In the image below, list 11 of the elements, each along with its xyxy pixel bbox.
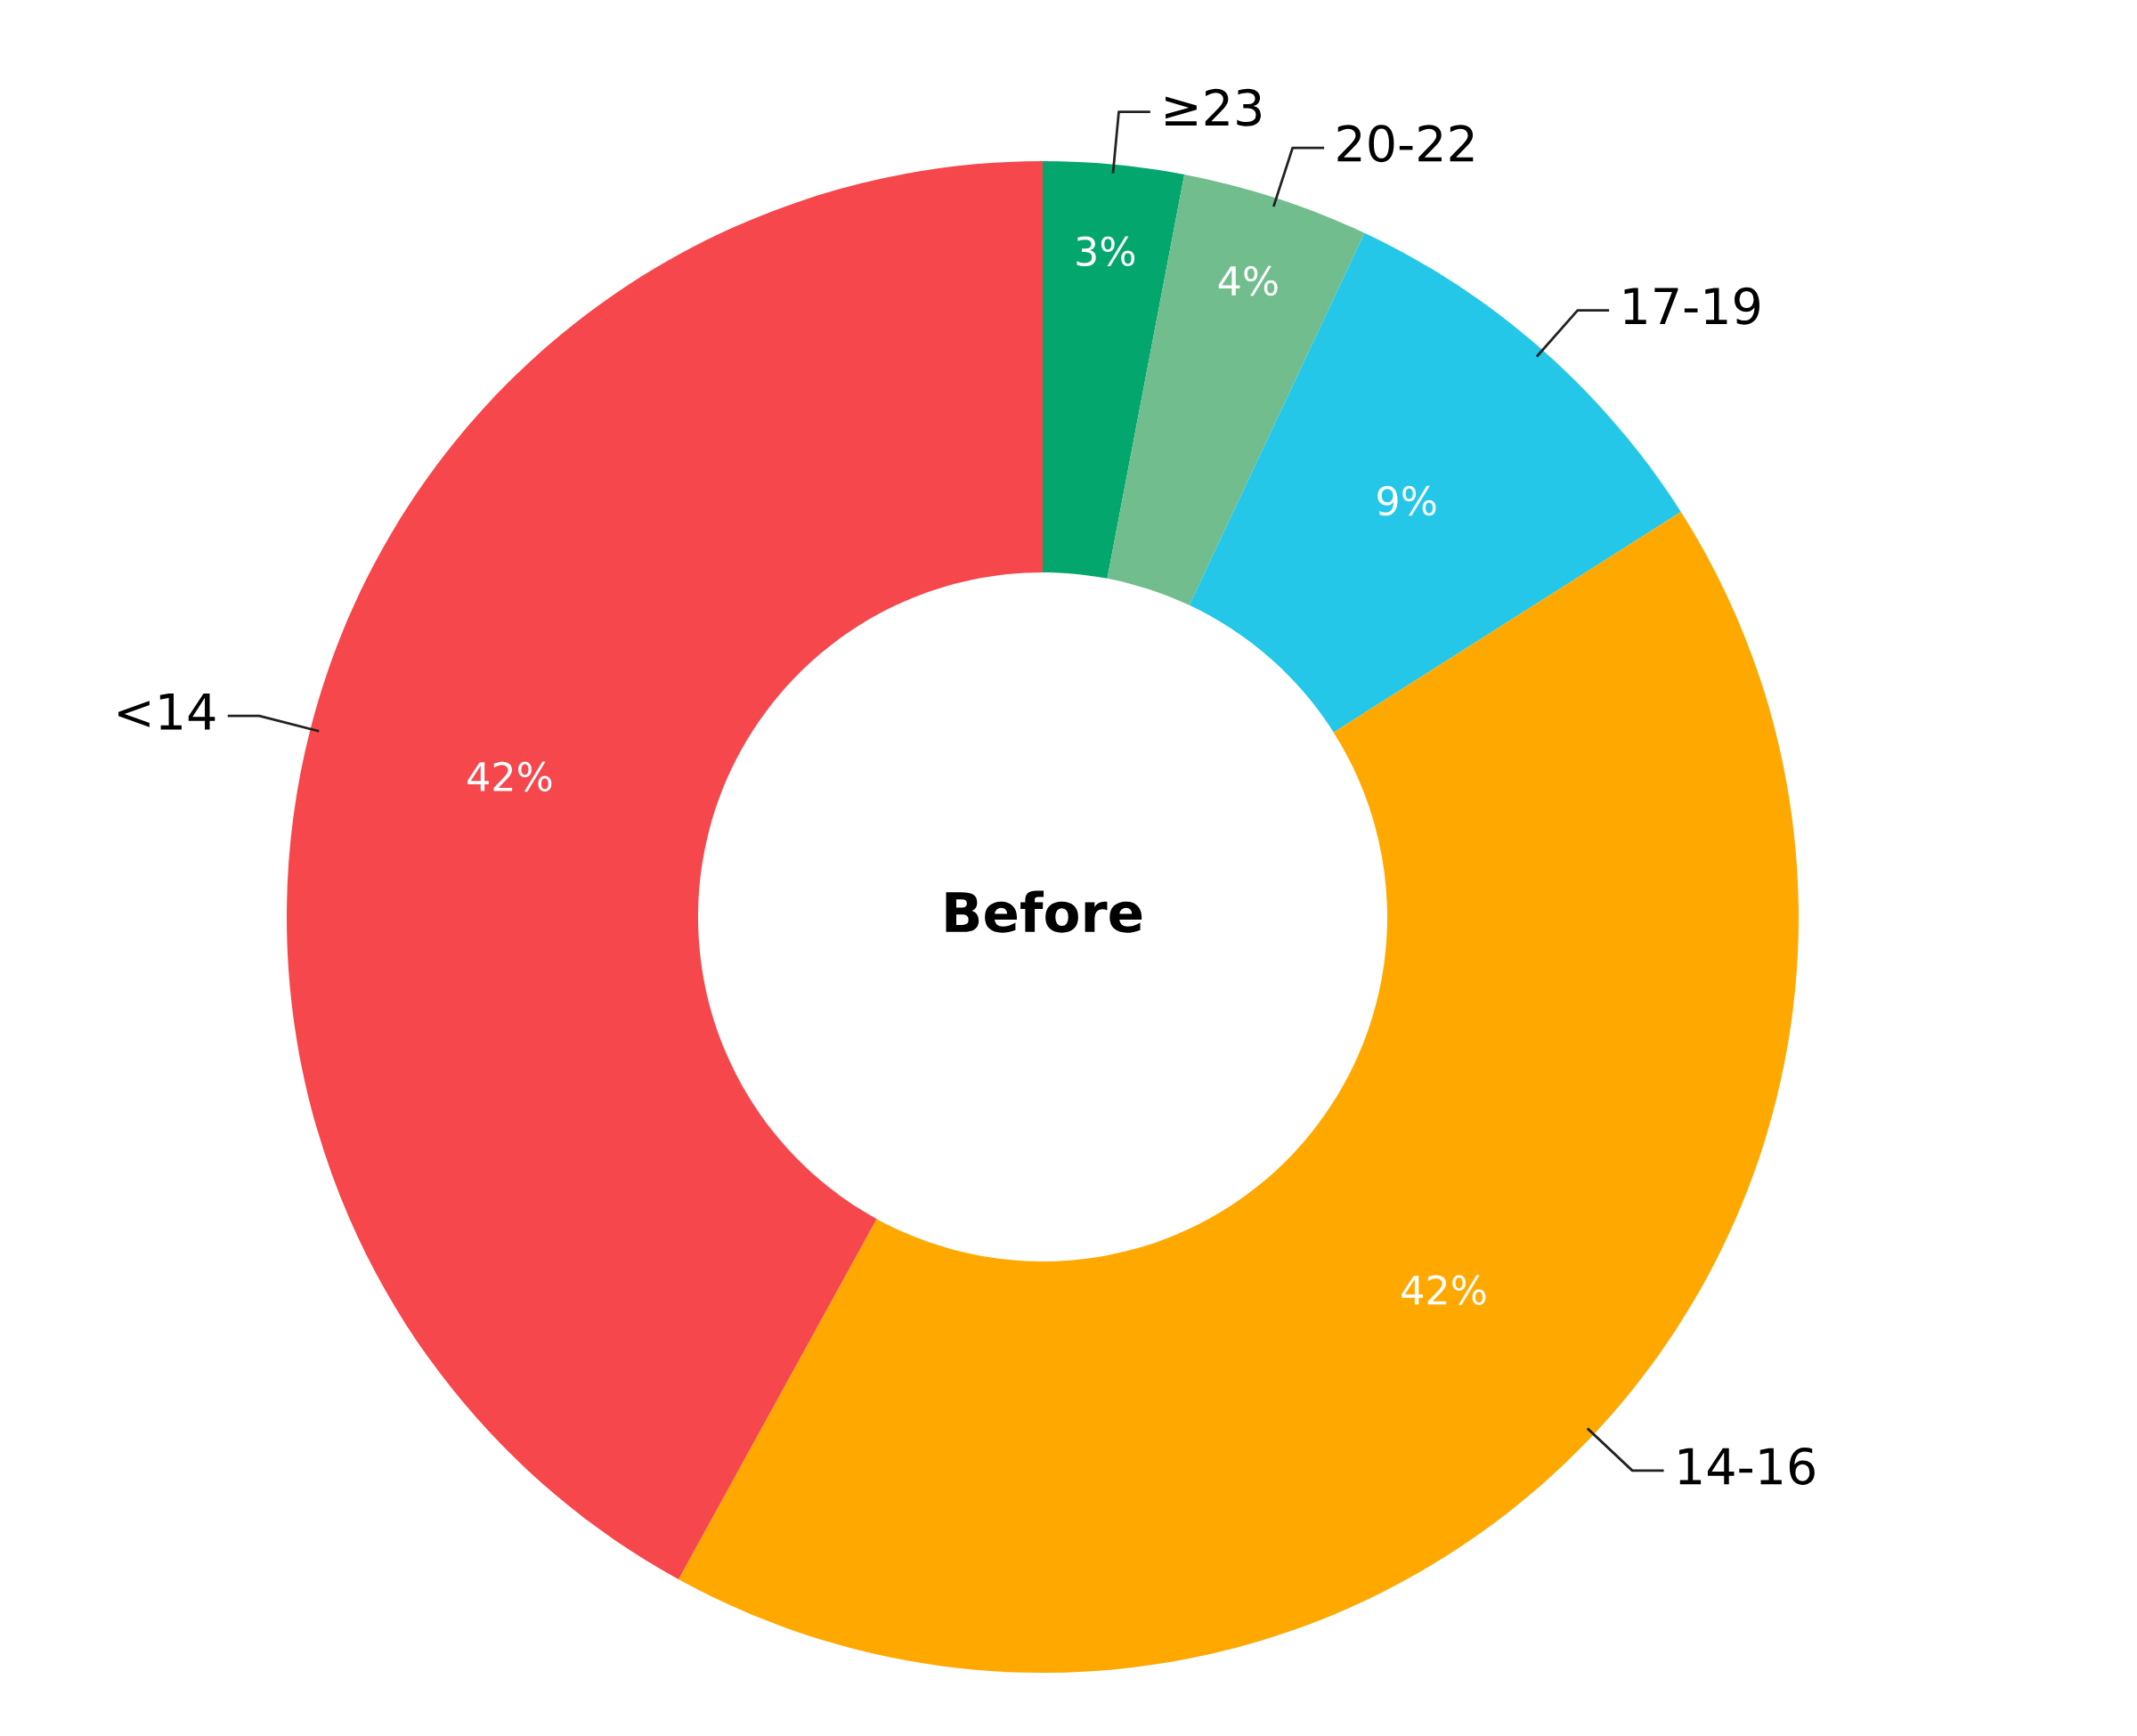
slice-label: 20-22: [1337, 125, 1474, 163]
slice-label: 17-19: [1624, 287, 1759, 325]
text: Before: [946, 890, 1142, 933]
slice-label: <14: [118, 693, 215, 730]
data-label: 42%: [1402, 1275, 1486, 1305]
data-label: 42%: [467, 761, 552, 792]
data-label: 4%: [1218, 265, 1278, 296]
data-label: 9%: [1377, 485, 1436, 516]
slice-label: 14-16: [1679, 1447, 1815, 1485]
data-label: 3%: [1077, 236, 1135, 267]
slice-label: ≥23: [1166, 88, 1261, 126]
